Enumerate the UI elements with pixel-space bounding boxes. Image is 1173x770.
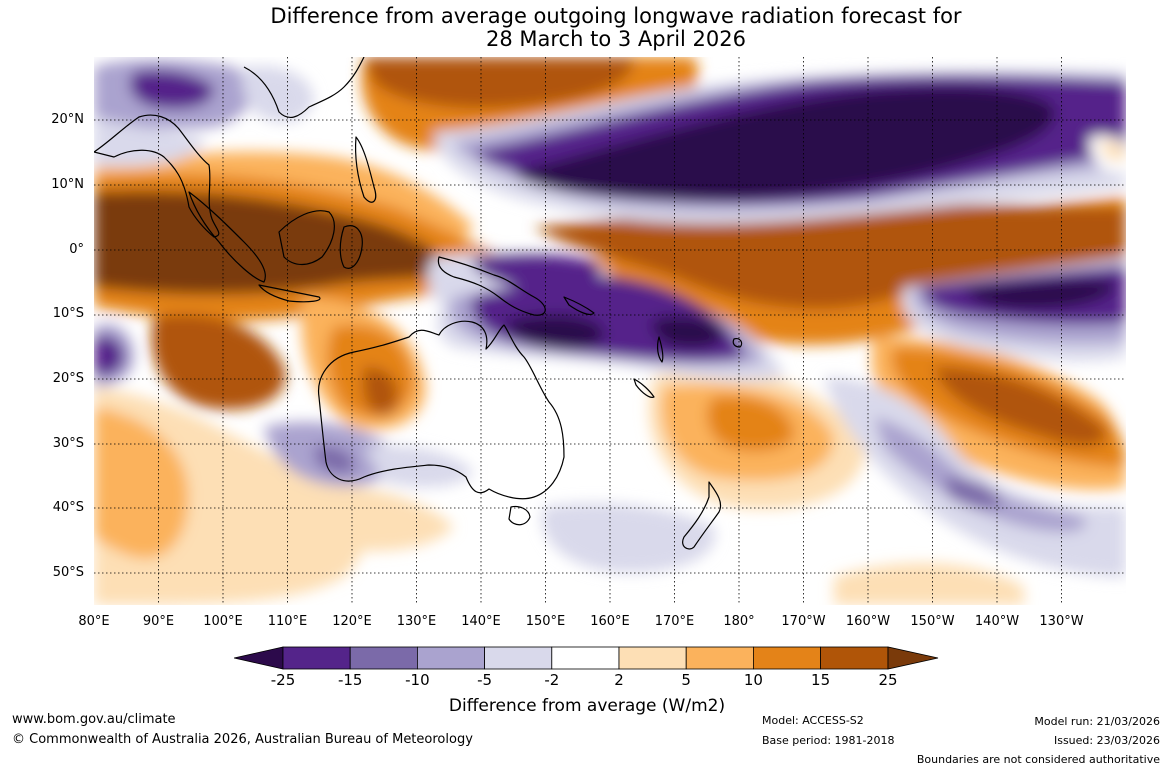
new-caledonia-coastline (633, 378, 655, 398)
anomaly-region (542, 503, 716, 573)
colorbar-tick: 5 (681, 671, 691, 689)
coastlines (94, 57, 743, 550)
lon-label: 140°E (461, 614, 501, 629)
colorbar (234, 646, 939, 670)
lat-label: 40°S (52, 500, 84, 515)
anomaly-region (94, 190, 454, 295)
tasmania-coastline (508, 505, 531, 526)
model-run-text: Model run: 21/03/2026 (1034, 715, 1160, 728)
colorbar-swatch (618, 646, 687, 670)
base-period-text: Base period: 1981-2018 (762, 734, 895, 747)
colorbar-tick: 25 (878, 671, 898, 689)
anomaly-region (652, 315, 724, 349)
anomaly-region (874, 417, 1086, 533)
fiji-coastline (732, 338, 743, 348)
borneo-coastline (278, 210, 335, 266)
anomaly-region (130, 70, 214, 109)
anomaly-region (1099, 141, 1126, 162)
anomaly-region (504, 314, 605, 350)
anomaly-region (364, 57, 634, 109)
sumatra-coastline (188, 191, 266, 283)
anomaly-region (964, 279, 1115, 310)
anomaly-region (94, 335, 124, 376)
colorbar-tick: -10 (405, 671, 430, 689)
colorbar-swatch (484, 646, 553, 670)
colorbar-tick: -15 (337, 671, 363, 689)
lat-label: 50°S (52, 565, 84, 580)
colorbar-swatch (282, 646, 351, 670)
vanuatu-coastline (656, 336, 664, 363)
colorbar-swatch (685, 646, 754, 670)
anomaly-region (151, 314, 286, 410)
colorbar-swatch (349, 646, 418, 670)
anomaly-region (94, 117, 204, 167)
mainland-asia-coastline (94, 114, 220, 238)
mainland-asia-coastline (243, 57, 365, 119)
copyright-text: © Commonwealth of Australia 2026, Austra… (12, 732, 473, 747)
issued-text: Issued: 23/03/2026 (1053, 734, 1160, 747)
lat-label: 30°S (52, 436, 84, 451)
lat-label: 20°N (51, 112, 84, 127)
colorbar-swatch (820, 646, 889, 670)
colorbar-swatch (416, 646, 485, 670)
lat-label: 10°N (51, 177, 84, 192)
colorbar-tick: 15 (811, 671, 831, 689)
anomaly-region (274, 484, 454, 551)
lon-label: 180° (723, 614, 755, 629)
lon-label: 130°W (1039, 614, 1084, 629)
anomaly-region (474, 253, 600, 290)
new-zealand-coastline (682, 481, 722, 550)
lon-label: 120°E (332, 614, 372, 629)
anomaly-region (834, 563, 1024, 605)
lon-label: 150°W (910, 614, 955, 629)
colorbar-tick: -2 (544, 671, 560, 689)
lat-label: 10°S (52, 306, 84, 321)
anomaly-region (514, 87, 1055, 201)
lon-label: 150°E (525, 614, 566, 629)
lon-label: 90°E (142, 614, 175, 629)
lon-label: 160°W (845, 614, 891, 629)
boundaries-disclaimer: Boundaries are not considered authoritat… (916, 753, 1160, 766)
anomaly-region (934, 367, 1106, 446)
map-title-line1: Difference from average outgoing longwav… (270, 4, 962, 28)
map-title-line2: 28 March to 3 April 2026 (486, 27, 746, 51)
olr-anomaly-map (94, 57, 1126, 605)
anomaly-region (363, 367, 398, 415)
lon-label: 160°E (590, 614, 630, 629)
colorbar-tick: 2 (614, 671, 624, 689)
new-guinea-coastline (437, 256, 546, 316)
colorbar-label: Difference from average (W/m2) (448, 696, 726, 716)
australia-coastline (317, 320, 565, 500)
anomaly-region (94, 407, 189, 559)
colorbar-swatch (234, 646, 284, 670)
graticule (94, 57, 1126, 605)
lon-label: 170°E (654, 614, 695, 629)
lat-label: 20°S (52, 371, 84, 386)
lon-label: 80°E (78, 614, 110, 629)
lon-label: 100°E (203, 614, 243, 629)
anomaly-region (534, 204, 1126, 309)
philippines-coastline (354, 136, 377, 203)
model-text: Model: ACCESS-S2 (762, 714, 864, 727)
java-coastline (258, 284, 321, 303)
lon-label: 130°E (396, 614, 437, 629)
lon-label: 140°W (974, 614, 1020, 629)
colorbar-swatch (887, 646, 939, 670)
colorbar-swatch (753, 646, 822, 670)
solomon-islands-coastline (563, 296, 595, 316)
anomaly-region (944, 477, 1004, 508)
lon-label: 170°W (781, 614, 826, 629)
sulawesi-coastline (339, 225, 363, 269)
colorbar-swatch (551, 646, 620, 670)
website-text: www.bom.gov.au/climate (12, 712, 176, 727)
anomaly-region (707, 396, 794, 452)
colorbar-tick: -5 (477, 671, 493, 689)
anomaly-region (242, 66, 314, 123)
colorbar-tick: -25 (270, 671, 296, 689)
lon-label: 110°E (267, 614, 308, 629)
colorbar-tick: 10 (743, 671, 763, 689)
lat-label: 0° (69, 242, 84, 257)
